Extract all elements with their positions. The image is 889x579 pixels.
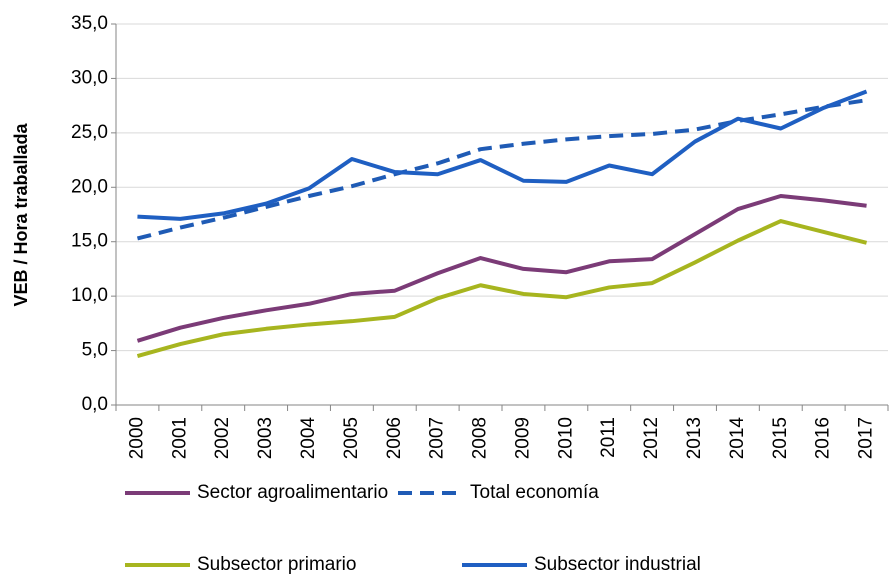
y-tick-label: 0,0 [82, 394, 108, 415]
series-line [136, 219, 868, 358]
y-tick-label: 30,0 [71, 67, 108, 88]
x-tick-label: 2002 [212, 417, 233, 459]
y-tick-label: 25,0 [71, 122, 108, 143]
x-tick-label: 2016 [813, 417, 834, 459]
x-tick-label: 2003 [255, 417, 276, 459]
x-tick-label: 2000 [126, 417, 147, 459]
series-line [137, 89, 868, 221]
x-tick-label: 2006 [384, 417, 405, 459]
legend-label: Sector agroalimentario [197, 482, 388, 503]
y-tick-label: 20,0 [71, 176, 108, 197]
x-tick-label: 2014 [727, 417, 748, 460]
x-tick-label: 2007 [427, 417, 448, 459]
y-tick-label: 5,0 [82, 340, 108, 361]
legend-label: Subsector industrial [534, 554, 701, 575]
x-tick-label: 2001 [169, 417, 190, 459]
y-tick-label: 35,0 [71, 13, 108, 34]
series-line [136, 193, 867, 343]
y-tick-label: 15,0 [71, 231, 108, 252]
x-tick-label: 2011 [598, 417, 619, 458]
x-tick-label: 2012 [641, 417, 662, 459]
y-tick-label: 10,0 [71, 285, 108, 306]
x-tick-label: 2008 [470, 417, 491, 459]
x-tick-label: 2010 [555, 417, 576, 459]
x-tick-label: 2017 [856, 417, 877, 459]
legend-label: Total economía [470, 482, 599, 503]
legend-label: Subsector primario [197, 554, 356, 575]
x-tick-label: 2004 [298, 417, 319, 460]
x-tick-label: 2013 [684, 417, 705, 459]
x-tick-label: 2015 [770, 417, 791, 459]
y-axis-title: VEB / Hora traballada [11, 122, 31, 306]
x-tick-label: 2009 [512, 417, 533, 459]
x-tick-label: 2005 [341, 417, 362, 459]
